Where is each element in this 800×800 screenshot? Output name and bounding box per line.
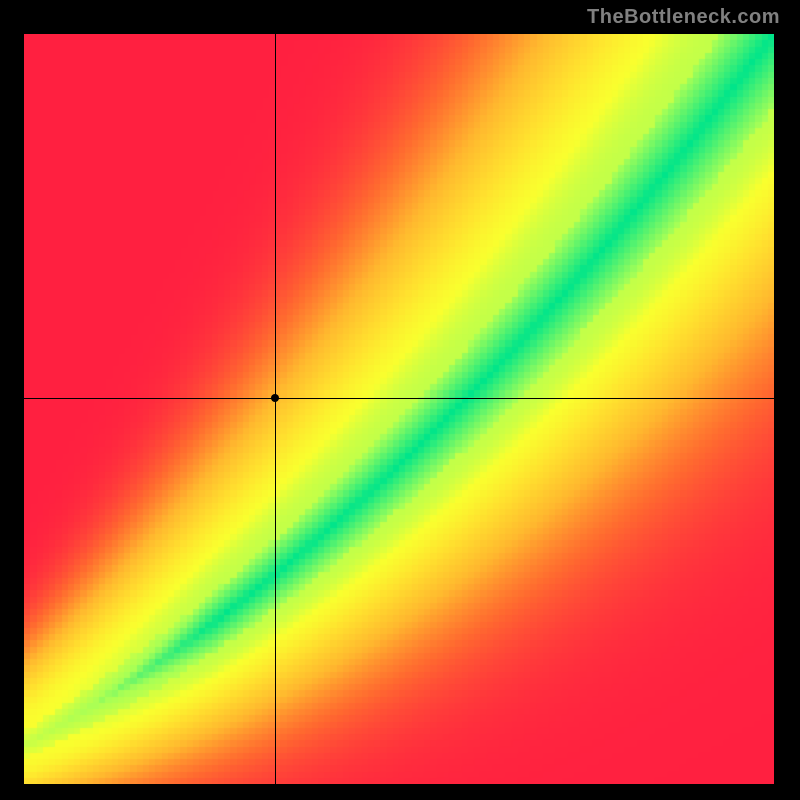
watermark-text: TheBottleneck.com bbox=[587, 6, 780, 29]
chart-area bbox=[24, 34, 774, 784]
crosshair-vertical bbox=[275, 34, 276, 784]
root: TheBottleneck.com bbox=[0, 0, 800, 800]
crosshair-marker-dot bbox=[271, 394, 279, 402]
heatmap-canvas bbox=[24, 34, 774, 784]
crosshair-horizontal bbox=[24, 398, 774, 399]
